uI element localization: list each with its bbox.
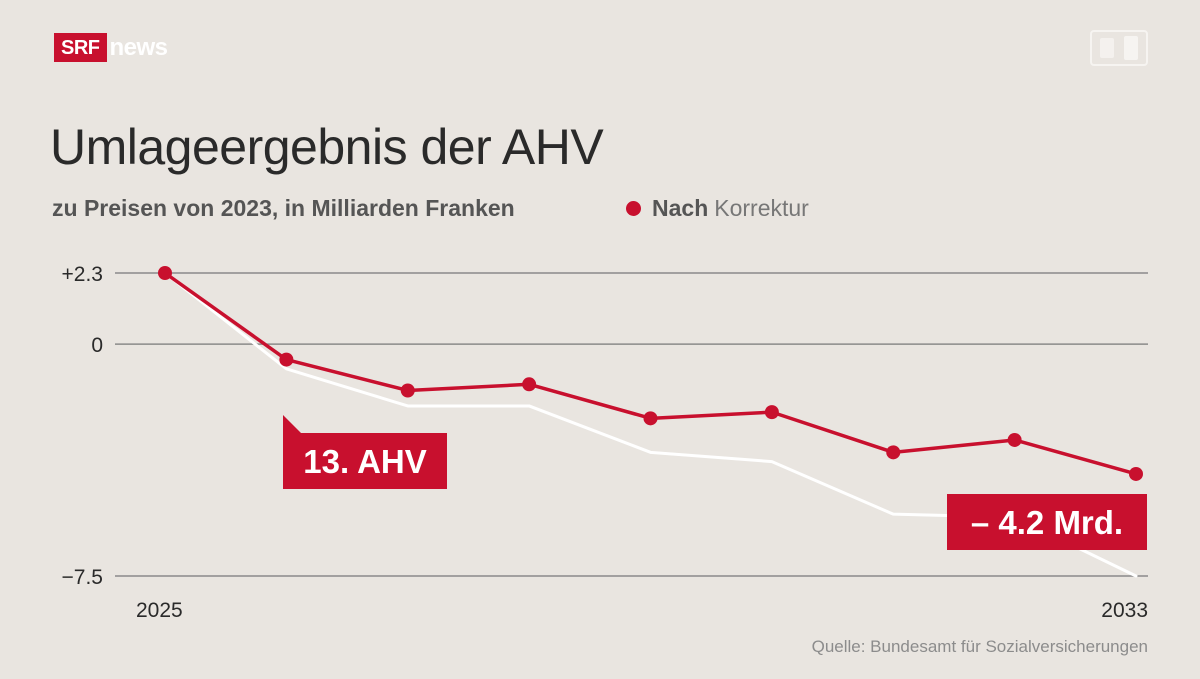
channel-watermark-icon — [1090, 30, 1148, 66]
callout-label: 13. AHV — [303, 443, 427, 480]
legend-label: Korrektur — [714, 195, 809, 221]
data-point — [886, 445, 901, 460]
legend-label-bold: Nach — [652, 195, 709, 221]
y-tick-label: +2.3 — [62, 263, 103, 286]
callout-label: – 4.2 Mrd. — [971, 504, 1123, 541]
legend: Nach Korrektur — [626, 195, 809, 222]
callout-box — [283, 433, 447, 489]
legend-dot-icon — [626, 201, 641, 216]
callout-pointer — [283, 415, 301, 433]
data-point — [764, 405, 779, 420]
news-logo-text: news — [109, 33, 169, 61]
chart-subtitle: zu Preisen von 2023, in Milliarden Frank… — [52, 195, 515, 221]
chart-title: Umlageergebnis der AHV — [50, 119, 604, 175]
source-note: Quelle: Bundesamt für Sozialversicherung… — [811, 637, 1148, 656]
data-point — [400, 383, 415, 398]
data-point — [1007, 432, 1022, 447]
srf-logo-badge: SRF — [54, 33, 107, 62]
y-tick-label: 0 — [91, 334, 103, 357]
x-tick-label: 2033 — [1101, 599, 1148, 622]
data-point — [158, 266, 172, 280]
srf-news-logo: SRF news — [54, 33, 168, 62]
x-tick-label: 2025 — [136, 599, 183, 622]
data-point — [279, 352, 294, 367]
data-point — [1129, 466, 1143, 481]
data-point — [643, 411, 658, 426]
callout-box — [947, 494, 1147, 550]
y-tick-label: −7.5 — [62, 566, 103, 589]
data-point — [522, 377, 537, 392]
